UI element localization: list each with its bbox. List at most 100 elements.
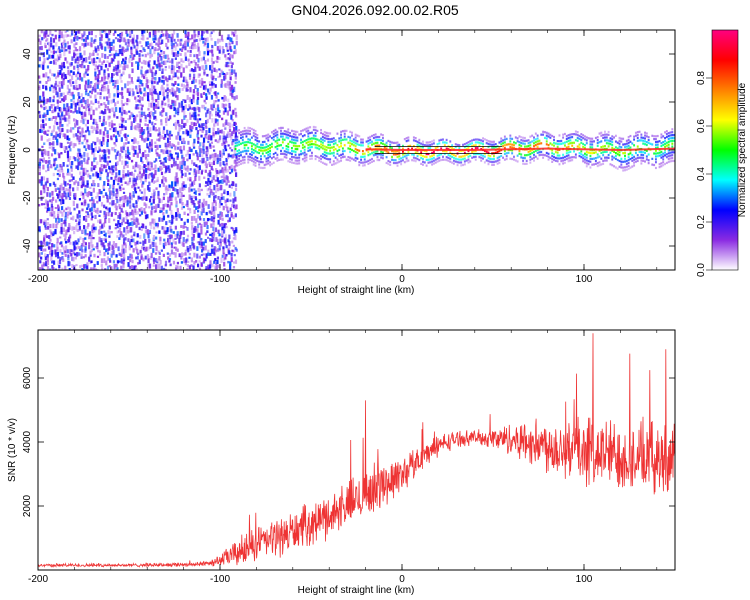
spectrogram-noise-cell — [52, 103, 55, 107]
spectrogram-noise-cell — [229, 147, 232, 150]
spectrogram-noise-cell — [140, 111, 143, 115]
spectrogram-noise-cell — [104, 149, 107, 154]
spectrogram-ridge-cell — [664, 162, 666, 166]
spectrogram-ridge-cell — [620, 146, 623, 149]
spectrogram-ridge-cell — [343, 149, 346, 153]
spectrogram-noise-cell — [198, 50, 201, 57]
spectrogram-noise-cell — [188, 265, 191, 269]
spectrogram-noise-cell — [116, 130, 120, 135]
spectrogram-noise-cell — [169, 153, 172, 157]
spectrogram-noise-cell — [64, 215, 67, 221]
spectrogram-noise-cell — [98, 64, 101, 68]
spectrogram-ridge-cell — [491, 143, 494, 146]
spectrogram-noise-cell — [84, 167, 87, 173]
spectrogram-noise-cell — [157, 42, 160, 47]
spectrogram-noise-cell — [87, 203, 90, 208]
spectrogram-noise-cell — [122, 263, 125, 268]
spectrogram-noise-cell — [188, 146, 191, 152]
spectrogram-noise-cell — [216, 55, 219, 60]
spectrogram-ridge-cell — [296, 159, 299, 162]
spectrogram-noise-cell — [75, 219, 78, 223]
spectrogram-ridge-cell — [250, 153, 253, 156]
spectrogram-noise-cell — [86, 126, 89, 132]
spectrogram-ridge-cell — [341, 138, 344, 141]
spectrogram-noise-cell — [118, 170, 121, 176]
spectrogram-ridge-cell — [485, 142, 488, 145]
spectrogram-ridge-cell — [418, 144, 421, 147]
spectrogram-noise-cell — [149, 43, 152, 47]
spectrogram-noise-cell — [211, 49, 214, 54]
spectrogram-noise-cell — [67, 69, 70, 76]
spectrogram-noise-cell — [130, 159, 134, 163]
spectrogram-noise-cell — [190, 98, 193, 105]
spectrogram-noise-cell — [85, 130, 88, 133]
spectrogram-ridge-cell — [407, 136, 410, 139]
spectrogram-ridge-cell — [602, 151, 605, 154]
spectrogram-noise-cell — [196, 214, 200, 219]
spectrogram-noise-cell — [74, 34, 77, 39]
spectrogram-noise-cell — [216, 248, 220, 252]
spectrogram-ridge-cell — [300, 153, 302, 156]
spectrogram-ridge-cell — [482, 137, 484, 140]
spectrogram-noise-cell — [40, 190, 43, 196]
spectrogram-noise-cell — [143, 87, 146, 92]
spectrogram-noise-cell — [208, 134, 211, 140]
spectrogram-noise-cell — [129, 192, 132, 197]
spectrogram-noise-cell — [173, 44, 176, 48]
spectrogram-noise-cell — [168, 206, 172, 211]
spectrogram-noise-cell — [112, 191, 115, 197]
spectrogram-ridge-cell — [462, 155, 464, 158]
spectrogram-ridge-cell — [314, 129, 317, 132]
spectrogram-noise-cell — [67, 206, 70, 210]
spectrogram-noise-cell — [210, 179, 214, 183]
spectrogram-ridge-cell — [614, 166, 617, 169]
spectrogram-ridge-cell — [440, 153, 443, 156]
spectrogram-ridge-cell — [511, 149, 514, 152]
spectrogram-noise-cell — [195, 38, 198, 42]
spectrogram-noise-cell — [139, 40, 142, 44]
spectrogram-noise-cell — [166, 116, 169, 122]
spectrogram-noise-cell — [104, 165, 107, 169]
spectrogram-noise-cell — [159, 165, 162, 171]
spectrogram-noise-cell — [127, 118, 130, 121]
spectrogram-noise-cell — [148, 206, 151, 209]
spectrogram-noise-cell — [158, 53, 162, 58]
spectrogram-noise-cell — [96, 255, 100, 258]
spectrogram-noise-cell — [151, 80, 154, 85]
spectrogram-noise-cell — [193, 195, 196, 199]
spectrogram-ridge-cell — [405, 154, 408, 157]
spectrogram-ridge-cell — [278, 127, 281, 130]
spectrogram-ridge-cell — [261, 166, 264, 170]
spectrogram-noise-cell — [149, 256, 152, 260]
spectrogram-noise-cell — [82, 192, 85, 196]
spectrogram-ridge-cell — [460, 164, 463, 167]
spectrogram-ridge-cell — [642, 159, 645, 162]
spectrogram-ridge-cell — [609, 151, 612, 154]
spectrogram-noise-cell — [229, 92, 232, 96]
spectrogram-noise-cell — [91, 229, 94, 234]
spectrogram-ridge-cell — [361, 138, 364, 141]
spectrogram-ridge-cell — [274, 131, 277, 134]
spectrogram-noise-cell — [140, 61, 144, 64]
spectrogram-ridge-cell — [290, 147, 293, 150]
spectrogram-noise-cell — [187, 58, 190, 62]
spectrogram-noise-cell — [228, 126, 231, 130]
spectrogram-noise-cell — [176, 189, 179, 195]
spectrogram-noise-cell — [76, 137, 79, 142]
spectrogram-ridge-cell — [427, 161, 430, 164]
spectrogram-ridge-cell — [385, 147, 388, 150]
spectrogram-noise-cell — [72, 81, 75, 85]
spectrogram-noise-cell — [168, 168, 171, 173]
spectrogram-ridge-cell — [249, 155, 252, 159]
spectrogram-noise-cell — [38, 64, 41, 68]
spectrogram-ridge-cell — [261, 152, 264, 155]
spectrogram-noise-cell — [137, 76, 140, 83]
spectrogram-noise-cell — [234, 81, 237, 84]
spectrogram-ridge-cell — [533, 153, 535, 156]
spectrogram-ridge-cell — [438, 153, 441, 156]
spectrogram-ridge-cell — [381, 134, 384, 137]
spectrogram-noise-cell — [229, 133, 232, 138]
spectrogram-ridge-cell — [667, 158, 670, 161]
spectrogram-ridge-cell — [323, 131, 326, 134]
spectrogram-noise-cell — [158, 255, 161, 261]
